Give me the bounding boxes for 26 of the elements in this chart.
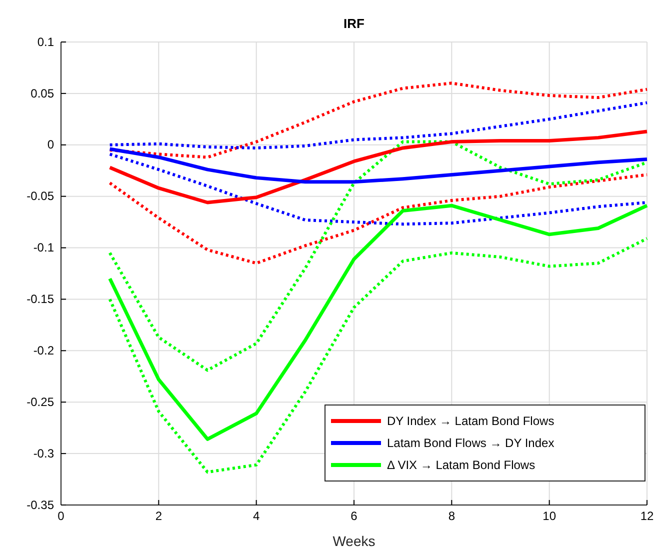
x-tick-label: 10 xyxy=(542,509,556,523)
x-tick-label: 4 xyxy=(252,509,260,523)
y-tick-label: -0.2 xyxy=(33,344,54,358)
y-tick-label: -0.3 xyxy=(33,446,54,460)
y-tick-label: -0.05 xyxy=(26,189,54,204)
chart-title: IRF xyxy=(344,16,365,31)
y-tick-label: 0.05 xyxy=(30,86,54,100)
x-tick-label: 8 xyxy=(448,509,456,523)
y-tick-label: -0.35 xyxy=(26,498,54,512)
legend-label: Δ VIX → Latam Bond Flows xyxy=(387,458,536,472)
y-tick-label: -0.25 xyxy=(26,394,54,409)
x-tick-label: 6 xyxy=(350,509,358,523)
x-tick-label: 0 xyxy=(58,509,65,523)
line-series xyxy=(108,130,649,204)
legend-label: DY Index → Latam Bond Flows xyxy=(387,414,554,428)
x-axis-title: Weeks xyxy=(332,533,376,549)
line-series xyxy=(108,82,648,159)
x-tick-label: 2 xyxy=(155,509,162,523)
y-tick-label: 0.1 xyxy=(37,34,54,49)
y-tick-label: -0.15 xyxy=(26,292,54,306)
legend-label: Latam Bond Flows → DY Index xyxy=(387,436,554,450)
y-tick-label: -0.1 xyxy=(33,240,54,255)
line-series xyxy=(108,173,648,265)
x-tick-label: 12 xyxy=(640,509,654,523)
line-series xyxy=(108,237,648,474)
y-tick-label: 0 xyxy=(47,138,54,152)
